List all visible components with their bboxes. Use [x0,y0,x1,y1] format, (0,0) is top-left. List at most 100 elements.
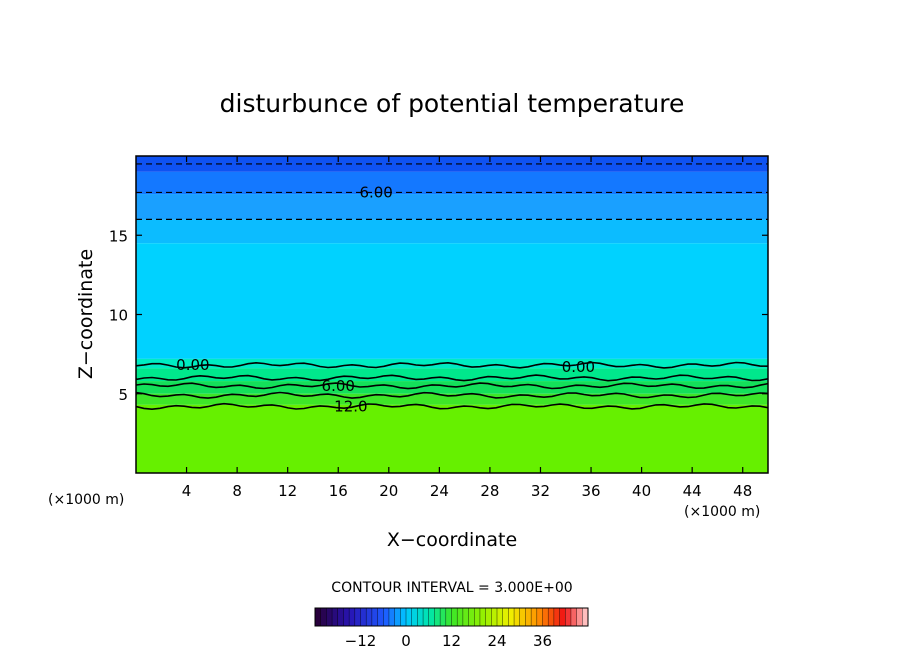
x-axis-ticks: 4 8 12 16 20 24 28 32 36 40 44 48 [182,156,752,500]
contour-label-4: 12.0 [334,397,367,415]
chart-title: disturbunce of potential temperature [220,89,685,118]
contour-interval-note: CONTOUR INTERVAL = 3.000E+00 [331,580,572,596]
color-band-3 [136,219,768,244]
colorbar-cell-15 [400,608,407,626]
x-tick-label-9: 40 [632,482,651,500]
x-tick-label-4: 20 [379,482,398,500]
color-band-7 [136,381,768,394]
x-tick-label-1: 8 [232,482,242,500]
color-bands [136,156,768,473]
contour-labels: 6.00 0.00 0.00 6.00 12.0 [176,183,595,415]
x-tick-label-2: 12 [278,482,297,500]
colorbar-tick-label-3: 24 [487,632,506,650]
colorbar-cell-45 [570,608,578,626]
x-tick-label-3: 16 [329,482,348,500]
colorbar-cell-42 [553,608,560,626]
x-tick-label-11: 48 [733,482,752,500]
colorbar-cell-24 [451,608,458,626]
contour-line-3 [136,361,768,369]
colorbar-cell-39 [536,608,543,626]
colorbar-cell-18 [417,608,424,626]
colorbar-cell-41 [548,608,555,626]
colorbar-cell-34 [508,608,515,626]
colorbar-cell-3 [332,608,339,626]
colorbar-cell-10 [371,608,378,626]
x-unit-left: (×1000 m) [48,492,124,508]
contour-line-4 [136,374,768,382]
plot-area [136,156,768,473]
y-axis-label: Z−coordinate [75,249,97,379]
colorbar-cell-27 [468,608,475,626]
color-band-1 [136,171,768,195]
color-band-2 [136,194,768,220]
color-band-9 [136,404,768,473]
colorbar-cell-6 [349,608,356,626]
contour-line-6 [136,391,768,399]
colorbar-cell-17 [411,608,418,626]
colorbar-cell-14 [394,608,401,626]
colorbar-cell-23 [445,608,452,626]
y-tick-label-2: 15 [109,227,128,245]
y-tick-label-0: 5 [118,386,128,404]
colorbar-cell-37 [525,608,532,626]
colorbar-cell-20 [428,608,435,626]
colorbar-cell-16 [406,608,413,626]
colorbar-cell-35 [514,608,521,626]
colorbar-tick-label-2: 12 [442,632,461,650]
x-tick-label-6: 28 [480,482,499,500]
colorbar-cell-40 [542,608,549,626]
x-unit-right: (×1000 m) [684,504,760,520]
colorbar-cell-43 [559,608,566,626]
y-axis-ticks: 5 10 15 [109,227,768,404]
x-tick-label-8: 36 [581,482,600,500]
colorbar-cell-29 [479,608,487,626]
colorbar-cell-13 [388,608,396,626]
contour-label-3: 6.00 [322,377,355,395]
colorbar-tick-label-4: 36 [533,632,552,650]
contour-line-7 [136,402,768,411]
contour-label-2: 0.00 [562,358,595,376]
colorbar-tick-label-0: −12 [345,632,377,650]
colorbar-cell-7 [354,608,361,626]
colorbar-cell-0 [315,608,322,626]
colorbar-cell-36 [519,608,526,626]
colorbar [314,607,589,627]
colorbar-cell-30 [485,608,492,626]
color-band-8 [136,393,768,405]
colorbar-cell-25 [457,608,464,626]
colorbar-cell-47 [582,608,589,626]
contour-lines [136,163,768,411]
x-axis-label: X−coordinate [387,529,517,551]
colorbar-cell-4 [337,608,344,626]
colorbar-cell-46 [576,608,583,626]
contour-line-5 [136,382,768,390]
colorbar-cell-21 [434,608,441,626]
colorbar-cell-1 [320,608,327,626]
colorbar-cell-5 [343,608,350,626]
color-band-4 [136,243,768,359]
colorbar-cell-12 [383,608,390,626]
y-tick-label-1: 10 [109,307,128,325]
colorbar-frame [314,607,589,627]
colorbar-cell-2 [326,608,333,626]
colorbar-ticks: −12 0 12 24 36 [345,632,552,650]
x-tick-label-5: 24 [430,482,449,500]
colorbar-cell-38 [531,608,538,626]
x-tick-label-0: 4 [182,482,192,500]
colorbar-cell-22 [440,608,447,626]
colorbar-tick-label-1: 0 [401,632,411,650]
colorbar-cell-9 [366,608,373,626]
colorbar-cell-11 [377,608,384,626]
colorbar-cell-44 [565,608,572,626]
colorbar-cell-8 [360,608,367,626]
x-tick-label-10: 44 [683,482,702,500]
colorbar-cell-26 [462,608,469,626]
colorbar-cell-28 [474,608,481,626]
colorbar-cell-32 [497,608,504,626]
colorbar-cell-33 [502,608,509,626]
contour-label-0: 6.00 [359,183,392,201]
contour-label-1: 0.00 [176,356,209,374]
x-tick-label-7: 32 [531,482,550,500]
colorbar-cell-31 [491,608,498,626]
